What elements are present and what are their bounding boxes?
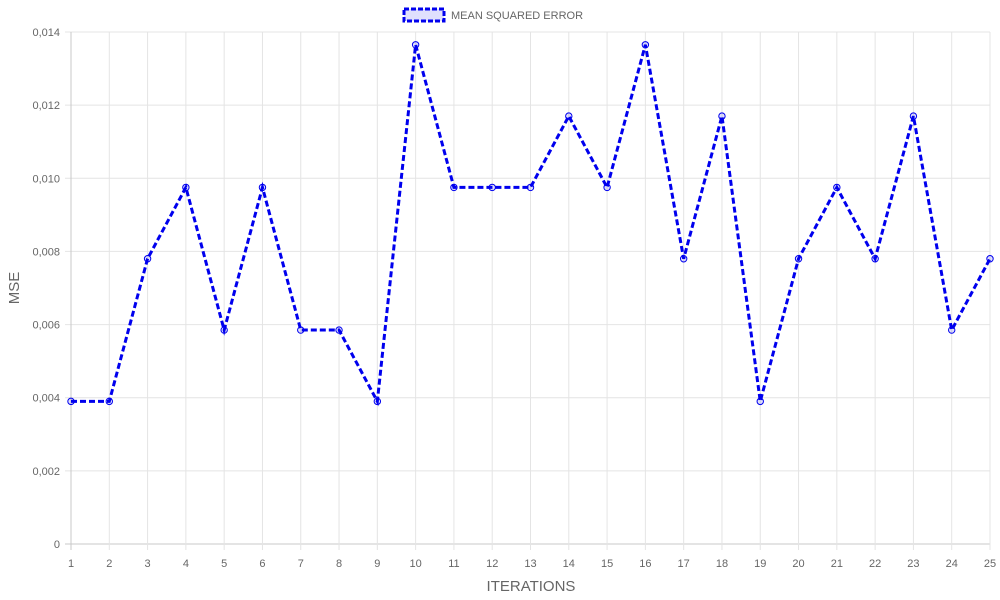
x-axis-title: ITERATIONS — [487, 578, 576, 595]
data-point — [718, 112, 726, 120]
series-layer — [67, 41, 994, 407]
x-axis-ticks: 1 2 3 4 5 6 7 8 9 10 11 12 13 14 15 16 17 18 19 20 21 22 23 24 2… — [68, 558, 996, 570]
legend-swatch — [402, 7, 446, 23]
x-tick-label: 13 — [524, 558, 536, 570]
y-tick-label: 0,014 — [32, 27, 60, 39]
data-point — [373, 397, 382, 406]
y-axis-ticks: 0 0,002 0,004 0,006 0,008 0,010 0,012 0,014 — [32, 27, 60, 551]
x-tick-label: 2 — [106, 558, 112, 570]
x-tick-label: 21 — [831, 558, 843, 570]
data-point — [833, 183, 841, 192]
x-tick-label: 25 — [984, 558, 996, 570]
x-tick-label: 6 — [259, 558, 265, 570]
x-tick-label: 4 — [183, 558, 189, 570]
data-point — [641, 41, 650, 49]
data-point — [909, 112, 918, 120]
x-tick-label: 9 — [374, 558, 380, 570]
data-point — [143, 255, 152, 263]
data-point — [794, 255, 803, 263]
x-tick-label: 18 — [716, 558, 728, 570]
x-tick-label: 20 — [792, 558, 804, 570]
x-tick-label: 19 — [754, 558, 766, 570]
data-point — [565, 112, 573, 120]
x-tick-label: 15 — [601, 558, 613, 570]
x-tick-label: 22 — [869, 558, 881, 570]
x-tick-label: 16 — [639, 558, 651, 570]
data-point — [450, 183, 458, 192]
data-point — [948, 326, 956, 334]
x-tick-label: 24 — [946, 558, 958, 570]
y-tick-label: 0,008 — [32, 246, 60, 258]
data-point — [182, 183, 190, 192]
data-point — [297, 326, 305, 334]
y-tick-label: 0,004 — [32, 393, 60, 405]
data-point — [488, 183, 496, 192]
data-point — [526, 183, 535, 192]
data-point — [603, 183, 611, 192]
data-point — [335, 326, 343, 334]
y-tick-label: 0,010 — [32, 173, 60, 185]
data-point — [258, 183, 267, 192]
data-point — [411, 41, 420, 49]
data-point — [756, 397, 764, 406]
x-tick-label: 23 — [907, 558, 919, 570]
y-tick-label: 0,002 — [32, 466, 60, 478]
x-tick-label: 17 — [678, 558, 690, 570]
x-tick-label: 8 — [336, 558, 342, 570]
data-point — [679, 255, 688, 263]
x-tick-label: 10 — [410, 558, 422, 570]
data-point — [105, 397, 113, 406]
data-point — [220, 326, 228, 334]
data-point — [986, 255, 994, 263]
x-tick-label: 5 — [221, 558, 227, 570]
x-tick-label: 14 — [563, 558, 575, 570]
legend-label: MEAN SQUARED ERROR — [451, 10, 583, 22]
legend[interactable]: MEAN SQUARED ERROR — [402, 7, 583, 23]
series-line — [71, 44, 992, 407]
y-tick-label: 0 — [54, 539, 60, 551]
grid-lines — [65, 31, 991, 550]
x-tick-label: 7 — [298, 558, 304, 570]
x-tick-label: 12 — [486, 558, 498, 570]
data-point — [871, 255, 879, 263]
x-tick-label: 3 — [145, 558, 151, 570]
y-tick-label: 0,006 — [32, 320, 60, 332]
x-tick-label: 1 — [68, 558, 74, 570]
x-tick-label: 11 — [448, 558, 459, 570]
y-tick-label: 0,012 — [32, 100, 60, 112]
y-axis-title: MSE — [6, 272, 23, 305]
data-point — [67, 397, 75, 406]
